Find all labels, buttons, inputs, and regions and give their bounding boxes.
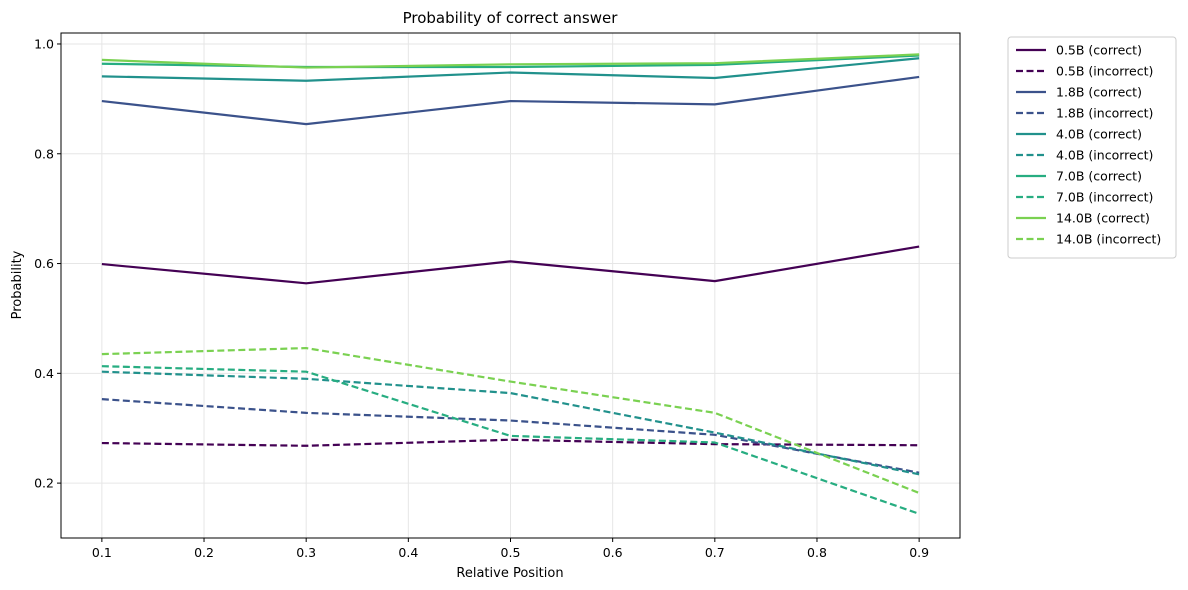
legend-label: 7.0B (incorrect) (1056, 190, 1153, 205)
legend-item: 14.0B (incorrect) (1016, 232, 1161, 247)
legend-label: 1.8B (correct) (1056, 85, 1142, 100)
legend-label: 0.5B (incorrect) (1056, 64, 1153, 79)
series-line (101, 75, 920, 126)
x-tick-label: 0.2 (194, 545, 214, 560)
x-tick-label: 0.4 (398, 545, 418, 560)
series-line (101, 53, 920, 69)
legend-item: 7.0B (incorrect) (1016, 190, 1153, 205)
legend-label: 1.8B (incorrect) (1056, 106, 1153, 121)
x-tick-label: 0.6 (603, 545, 623, 560)
legend-label: 14.0B (correct) (1056, 211, 1150, 226)
y-tick-label: 0.2 (34, 476, 54, 491)
series-line (101, 370, 920, 476)
legend-label: 0.5B (correct) (1056, 43, 1142, 58)
x-axis-label: Relative Position (456, 566, 563, 581)
legend-item: 1.8B (correct) (1016, 85, 1142, 100)
x-tick-label: 0.5 (501, 545, 521, 560)
legend-item: 1.8B (incorrect) (1016, 106, 1153, 121)
legend-item: 0.5B (incorrect) (1016, 64, 1153, 79)
grid (61, 33, 960, 538)
legend: 0.5B (correct) 0.5B (incorrect) 1.8B (corr… (1007, 36, 1177, 259)
legend-label: 4.0B (correct) (1056, 127, 1142, 142)
series-line (101, 365, 920, 515)
y-axis-label: Probability (10, 250, 25, 319)
legend-item: 4.0B (incorrect) (1016, 148, 1153, 163)
legend-item: 4.0B (correct) (1016, 127, 1142, 142)
series-line (101, 57, 920, 82)
series-line (101, 245, 920, 285)
legend-label: 14.0B (incorrect) (1056, 232, 1161, 247)
legend-item: 7.0B (correct) (1016, 169, 1142, 184)
y-axis-ticks: 0.2 0.4 0.6 0.8 1.0 (34, 36, 61, 491)
y-tick-label: 0.4 (34, 366, 54, 381)
x-tick-label: 0.8 (807, 545, 827, 560)
x-tick-label: 0.7 (705, 545, 725, 560)
legend-box (1007, 36, 1177, 259)
legend-label: 4.0B (incorrect) (1056, 148, 1153, 163)
x-tick-label: 0.9 (909, 545, 929, 560)
series-line (101, 346, 920, 495)
y-tick-label: 0.8 (34, 146, 54, 161)
x-tick-label: 0.1 (92, 545, 112, 560)
x-axis-ticks: 0.1 0.2 0.3 0.4 0.5 0.6 0.7 0.8 0.9 (92, 538, 929, 560)
legend-item: 0.5B (correct) (1016, 43, 1142, 58)
legend-label: 7.0B (correct) (1056, 169, 1142, 184)
series-lines (101, 53, 920, 515)
legend-item: 14.0B (correct) (1016, 211, 1150, 226)
y-tick-label: 0.6 (34, 256, 54, 271)
y-tick-label: 1.0 (34, 36, 54, 51)
chart-title: Probability of correct answer (403, 9, 619, 27)
x-tick-label: 0.3 (296, 545, 316, 560)
